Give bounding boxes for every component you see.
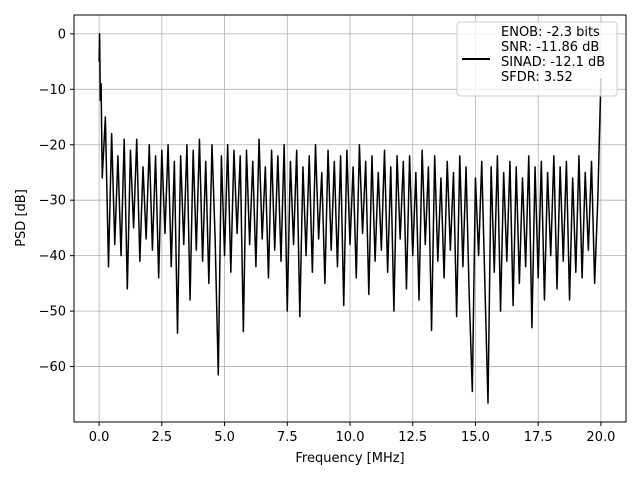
x-tick-label: 2.5 (151, 430, 172, 445)
plot (98, 33, 602, 404)
x-tick-label: 10.0 (336, 430, 365, 445)
y-tick-label: −10 (39, 83, 66, 98)
x-axis-label: Frequency [MHz] (295, 451, 404, 466)
y-tick-label: −20 (39, 138, 66, 153)
x-tick-label: 0.0 (89, 430, 110, 445)
y-tick-label: −40 (39, 249, 66, 264)
y-axis-label: PSD [dB] (14, 189, 29, 247)
legend-box (456, 21, 618, 97)
y-tick-label: −60 (39, 360, 66, 375)
legend-label: ENOB: -2.3 bits SNR: -11.86 dB SINAD: -1… (501, 25, 606, 85)
x-tick-label: 20.0 (586, 430, 615, 445)
x-tick-label: 12.5 (398, 430, 427, 445)
x-tick-label: 5.0 (214, 430, 235, 445)
x-tick-label: 7.5 (277, 430, 298, 445)
y-tick-label: −50 (39, 305, 66, 320)
y-tick-label: −30 (39, 194, 66, 209)
x-tick-label: 17.5 (524, 430, 553, 445)
y-tick-label: 0 (58, 27, 66, 42)
ticks: 0.0 2.5 5.0 7.5 10.0 12.5 15.0 17.5 20.0 −60 −50 −4… (39, 27, 616, 445)
psd-line (98, 33, 602, 404)
x-tick-label: 15.0 (461, 430, 490, 445)
